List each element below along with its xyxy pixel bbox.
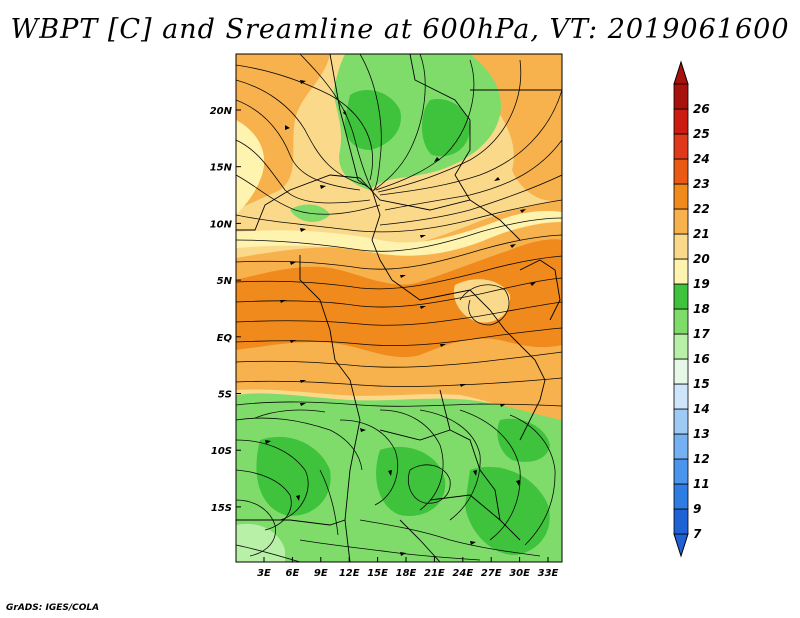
lon-tick-label: 27E [481,568,502,579]
colorbar-segment [673,208,689,235]
field-south-green-dark2 [376,446,446,516]
lon-tick-label: 12E [339,568,360,579]
colorbar-label: 20 [693,252,710,266]
streamlines [236,54,562,562]
lon-tick-label: 6E [286,568,300,579]
lon-tick-label: 3E [257,568,271,579]
colorbar-label: 19 [693,277,710,291]
field-south-green-dark4 [497,418,550,462]
colorbar-segment [673,308,689,335]
colorbar-segment [673,458,689,485]
colorbar-label: 21 [693,227,710,241]
colorbar-arrow-low [673,533,689,558]
lat-tick-label: 15N [210,163,233,174]
lon-tick-label: 15E [367,568,388,579]
chart-title: WBPT [C] and Sreamline at 600hPa, VT: 20… [10,14,790,45]
colorbar-segment [673,233,689,260]
colorbar-segment [673,133,689,160]
lon-tick-label: 33E [538,568,559,579]
colorbar-segment [673,508,689,535]
colorbar-segment [673,83,689,110]
colorbar-segment [673,183,689,210]
lat-tick-label: 5S [218,390,232,401]
field-south-green-dark3 [465,466,550,555]
field-equator-core [236,239,562,358]
colorbar-label: 22 [693,202,710,216]
lon-tick-label: 21E [424,568,445,579]
colorbar-label: 12 [693,452,710,466]
colorbar-label: 13 [693,427,710,441]
lon-tick-label: 9E [314,568,328,579]
colorbar-label: 17 [693,327,710,341]
lat-tick-label: 10N [210,219,233,230]
country-borders [236,54,562,562]
colorbar-segment [673,108,689,135]
colorbar-segment [673,358,689,385]
lat-tick-label: 5N [217,276,233,287]
colorbar-segment [673,258,689,285]
colorbar: 7 9 11 12 13 14 15 16 17 18 19 20 21 22 23 24 25 26 [673,60,710,558]
colorbar-label: 7 [693,527,702,541]
colorbar-label: 15 [693,377,710,391]
colorbar-label: 23 [693,177,710,191]
lat-tick-label: EQ [217,333,233,344]
credit-text: GrADS: IGES/COLA [6,603,100,613]
lon-tick-label: 18E [396,568,417,579]
axis-ticks: 3E 6E 9E 12E 15E 18E 21E 24E 27E 30E 33E 20N 15N 10N 5… [210,106,559,579]
streamline-arrows [265,80,536,556]
colorbar-label: 9 [693,502,701,516]
field-north-green-dark [344,90,401,150]
colorbar-segment [673,408,689,435]
field-north-green [333,54,501,190]
colorbar-segment [673,333,689,360]
colorbar-label: 11 [693,477,710,491]
map-frame [235,53,563,563]
lat-tick-label: 10S [211,446,232,457]
colorbar-segment [673,383,689,410]
lat-tick-label: 20N [210,106,233,117]
colorbar-label: 14 [693,402,710,416]
colorbar-segment [673,158,689,185]
colorbar-segment [673,283,689,310]
map-panel [236,54,562,562]
colorbar-segment [673,483,689,510]
colorbar-segment [673,433,689,460]
field-south-green-dark1 [256,436,331,516]
colorbar-label: 24 [693,152,710,166]
colorbar-label: 25 [693,127,710,141]
field-south-light [236,523,285,562]
lon-tick-label: 30E [509,568,530,579]
lat-tick-label: 15S [211,503,232,514]
colorbar-label: 16 [693,352,710,366]
lon-tick-label: 24E [452,568,473,579]
colorbar-label: 18 [693,302,710,316]
field-north-green-east [421,99,470,157]
colorbar-label: 26 [693,102,710,116]
colorbar-arrow-high [673,60,689,85]
